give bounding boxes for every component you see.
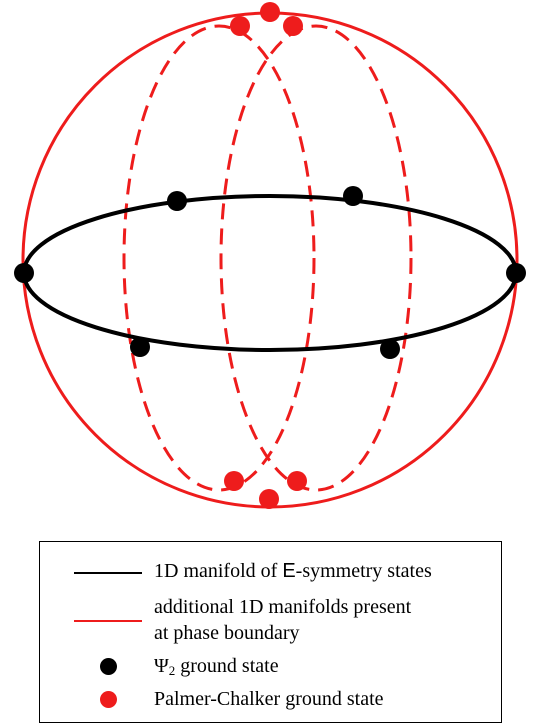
red-dashed-manifold-left (122, 24, 316, 492)
legend-text-part: ground state (175, 655, 279, 677)
legend-label-line2: at phase boundary (154, 622, 300, 644)
legend: 1D manifold of E-symmetry states additio… (39, 541, 502, 723)
psi-subscript: 2 (168, 663, 176, 678)
legend-red-line (74, 620, 142, 622)
pc-point-bottom-right (287, 471, 307, 491)
psi2-point-lower-right (380, 339, 400, 359)
manifold-diagram (14, 2, 526, 509)
legend-label-e-manifold: 1D manifold of E-symmetry states (154, 560, 432, 583)
legend-text-part: 1D manifold of (154, 560, 283, 582)
pc-point-bottom-left (224, 471, 244, 491)
psi2-point-upper-right (343, 186, 363, 206)
black-manifold-ellipse (22, 194, 518, 352)
outer-red-circle (21, 11, 519, 509)
psi2-point-left (14, 263, 34, 283)
legend-label-line1: additional 1D manifolds present (154, 596, 412, 618)
psi2-point-lower-left (130, 337, 150, 357)
legend-label-psi2: Ψ2 ground state (154, 655, 279, 678)
psi-symbol: Ψ (154, 655, 169, 677)
psi2-point-right (506, 263, 526, 283)
pc-point-top-left (230, 16, 250, 36)
legend-black-dot (100, 658, 117, 675)
pc-point-bottom (259, 489, 279, 509)
red-dashed-manifold-right (219, 24, 413, 492)
pc-point-top (260, 2, 280, 22)
legend-label-palmer-chalker: Palmer-Chalker ground state (154, 688, 384, 710)
pc-point-top-right (283, 16, 303, 36)
legend-text-part: -symmetry states (295, 560, 432, 582)
psi2-point-upper-left (167, 191, 187, 211)
legend-red-dot (100, 691, 117, 708)
e-symbol: E (282, 560, 296, 582)
legend-black-line (74, 572, 142, 574)
